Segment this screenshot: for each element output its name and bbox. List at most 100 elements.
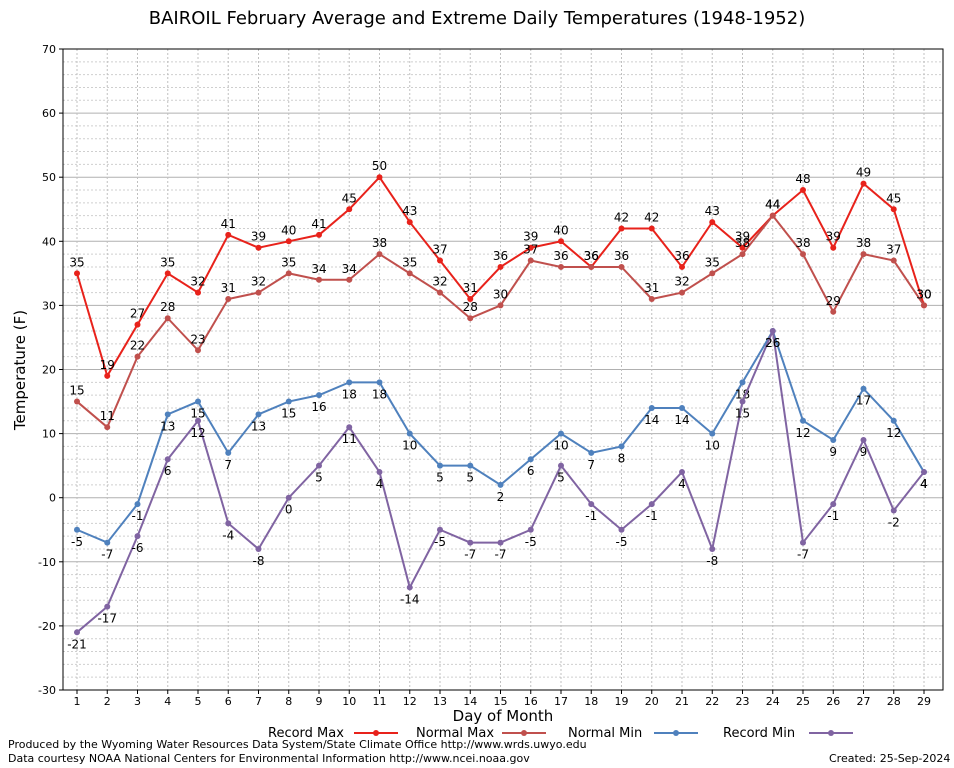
data-point [527, 456, 534, 463]
data-point [346, 379, 353, 386]
data-point [830, 437, 837, 444]
data-label: 42 [614, 210, 629, 224]
data-point [437, 462, 443, 469]
data-label: -7 [797, 548, 809, 562]
data-point [890, 257, 897, 264]
data-label: 27 [130, 307, 145, 321]
data-label: 34 [342, 262, 357, 276]
y-tick-label: 0 [49, 492, 56, 505]
data-point [830, 308, 837, 315]
data-label: 40 [281, 223, 296, 237]
data-point [225, 295, 232, 302]
x-tick-label: 21 [675, 695, 689, 708]
data-label: 4 [678, 477, 686, 491]
data-point [285, 270, 292, 277]
data-label: 17 [856, 394, 871, 408]
data-point [376, 251, 383, 258]
data-point [195, 417, 201, 424]
legend-label: Record Max [268, 726, 344, 741]
data-label: 35 [160, 255, 175, 269]
data-point [588, 449, 595, 456]
data-point [890, 417, 897, 424]
data-label: 40 [553, 223, 568, 237]
data-point [588, 501, 595, 508]
data-point [618, 263, 625, 270]
legend-label: Record Min [723, 726, 795, 741]
data-point [467, 295, 474, 302]
data-label: 35 [402, 255, 417, 269]
data-label: 31 [463, 281, 478, 295]
data-label: 32 [432, 275, 447, 289]
data-label: 15 [735, 407, 750, 421]
data-label: 32 [190, 275, 205, 289]
data-label: 15 [69, 384, 84, 398]
data-point [679, 469, 685, 476]
data-point [558, 238, 564, 245]
data-label: 5 [315, 471, 323, 485]
data-label: -8 [253, 554, 265, 568]
y-tick-label: 60 [42, 107, 56, 120]
data-label: 10 [705, 439, 720, 453]
series-normal-max: 15 11 22 28 23 31 32 35 34 34 38 35 32 28 30 37 36 36 36 31… [69, 198, 932, 431]
x-tick-label: 28 [887, 695, 901, 708]
data-point [285, 398, 292, 405]
data-label: 19 [100, 358, 115, 372]
data-label: 38 [856, 236, 871, 250]
data-label: -1 [827, 509, 839, 523]
data-label: 42 [644, 210, 659, 224]
data-label: -21 [67, 637, 87, 651]
data-label: 31 [644, 281, 659, 295]
data-point [467, 315, 474, 322]
data-label: 36 [584, 249, 599, 263]
data-label: 30 [916, 287, 931, 301]
data-label: 4 [376, 477, 384, 491]
data-label: 8 [618, 451, 626, 465]
data-point [921, 302, 927, 309]
data-point [195, 347, 201, 354]
data-point [800, 187, 806, 194]
data-label: 10 [402, 439, 417, 453]
data-label: 41 [221, 217, 236, 231]
data-label: 26 [765, 336, 780, 350]
data-point [497, 539, 504, 546]
data-point [860, 437, 867, 444]
data-label: -6 [132, 541, 144, 555]
data-point [618, 526, 625, 533]
data-point [316, 392, 322, 399]
data-label: 45 [886, 191, 901, 205]
x-tick-label: 4 [164, 695, 171, 708]
data-point [618, 225, 625, 232]
data-label: -1 [585, 509, 597, 523]
data-point [74, 398, 80, 405]
data-label: 48 [795, 172, 810, 186]
data-point [376, 469, 383, 476]
x-tick-label: 5 [195, 695, 202, 708]
legend-label: Normal Max [416, 726, 494, 741]
data-label: -5 [71, 535, 83, 549]
data-label: 49 [856, 166, 871, 180]
data-label: 12 [886, 426, 901, 440]
data-point [346, 424, 353, 431]
data-point [588, 263, 595, 270]
data-label: 18 [342, 387, 357, 401]
data-label: 6 [164, 464, 172, 478]
data-point [467, 462, 474, 469]
data-point [376, 174, 383, 181]
data-label: 10 [553, 439, 568, 453]
x-tick-label: 3 [134, 695, 141, 708]
data-point [134, 501, 141, 508]
legend-marker [828, 730, 834, 736]
x-tick-label: 9 [316, 695, 323, 708]
data-point [739, 398, 746, 405]
data-label: 30 [493, 287, 508, 301]
data-point [739, 379, 746, 386]
data-label: 16 [311, 400, 326, 414]
data-point [558, 462, 564, 469]
data-point [437, 526, 443, 533]
grid-lines [63, 48, 943, 691]
data-label: 38 [795, 236, 810, 250]
data-label: 41 [311, 217, 326, 231]
data-point [860, 251, 867, 258]
